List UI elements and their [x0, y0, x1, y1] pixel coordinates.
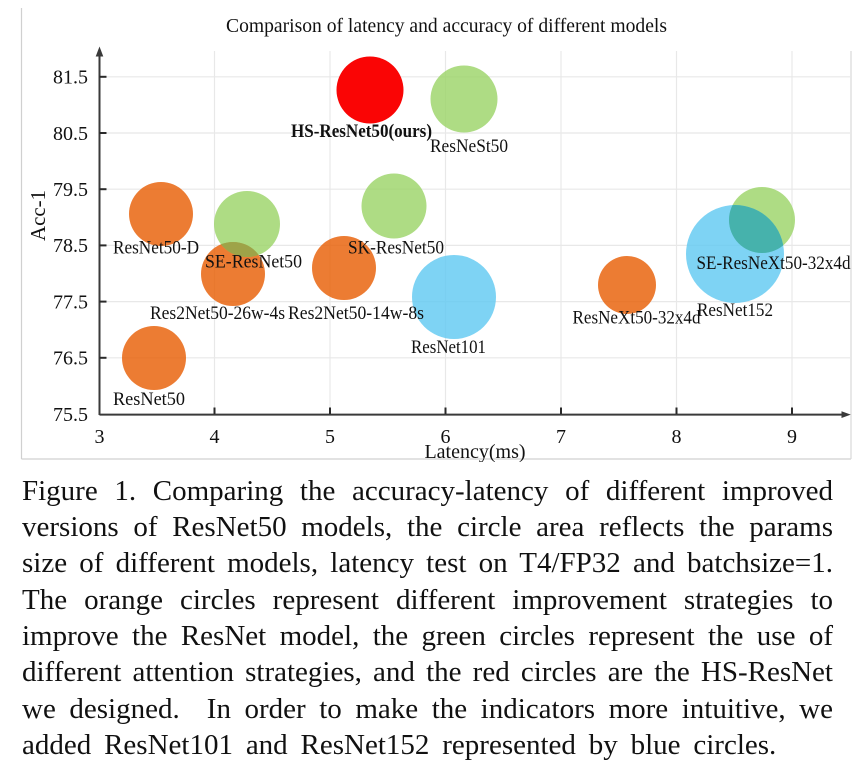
svg-text:ResNeXt50-32x4d: ResNeXt50-32x4d — [573, 308, 701, 329]
svg-text:3: 3 — [95, 426, 105, 448]
svg-text:77.5: 77.5 — [53, 291, 88, 313]
svg-text:Latency(ms): Latency(ms) — [424, 441, 525, 462]
svg-text:ResNet50-D: ResNet50-D — [113, 238, 199, 259]
svg-text:ResNet50: ResNet50 — [113, 389, 185, 410]
svg-text:SE-ResNeXt50-32x4d: SE-ResNeXt50-32x4d — [697, 253, 851, 274]
svg-text:5: 5 — [325, 426, 335, 448]
svg-text:81.5: 81.5 — [53, 67, 88, 89]
svg-text:6: 6 — [441, 426, 451, 448]
svg-text:78.5: 78.5 — [53, 235, 88, 257]
svg-text:7: 7 — [556, 426, 566, 448]
svg-text:Acc-1: Acc-1 — [26, 190, 50, 241]
svg-text:Res2Net50-26w-4s: Res2Net50-26w-4s — [150, 303, 285, 324]
svg-text:Res2Net50-14w-8s: Res2Net50-14w-8s — [288, 303, 424, 324]
svg-text:80.5: 80.5 — [53, 123, 88, 145]
svg-text:79.5: 79.5 — [53, 179, 88, 201]
svg-text:HS-ResNet50(ours): HS-ResNet50(ours) — [291, 121, 432, 142]
svg-text:SK-ResNet50: SK-ResNet50 — [348, 238, 444, 259]
svg-text:ResNet152: ResNet152 — [697, 300, 773, 321]
svg-text:9: 9 — [787, 426, 797, 448]
svg-text:ResNet101: ResNet101 — [411, 337, 486, 358]
svg-text:ResNeSt50: ResNeSt50 — [430, 136, 508, 157]
svg-text:8: 8 — [672, 426, 682, 448]
svg-text:SE-ResNet50: SE-ResNet50 — [205, 252, 302, 273]
svg-text:4: 4 — [210, 426, 220, 448]
svg-text:75.5: 75.5 — [53, 404, 88, 426]
svg-text:Comparison of latency and accu: Comparison of latency and accuracy of di… — [226, 15, 667, 37]
svg-text:76.5: 76.5 — [53, 348, 88, 370]
